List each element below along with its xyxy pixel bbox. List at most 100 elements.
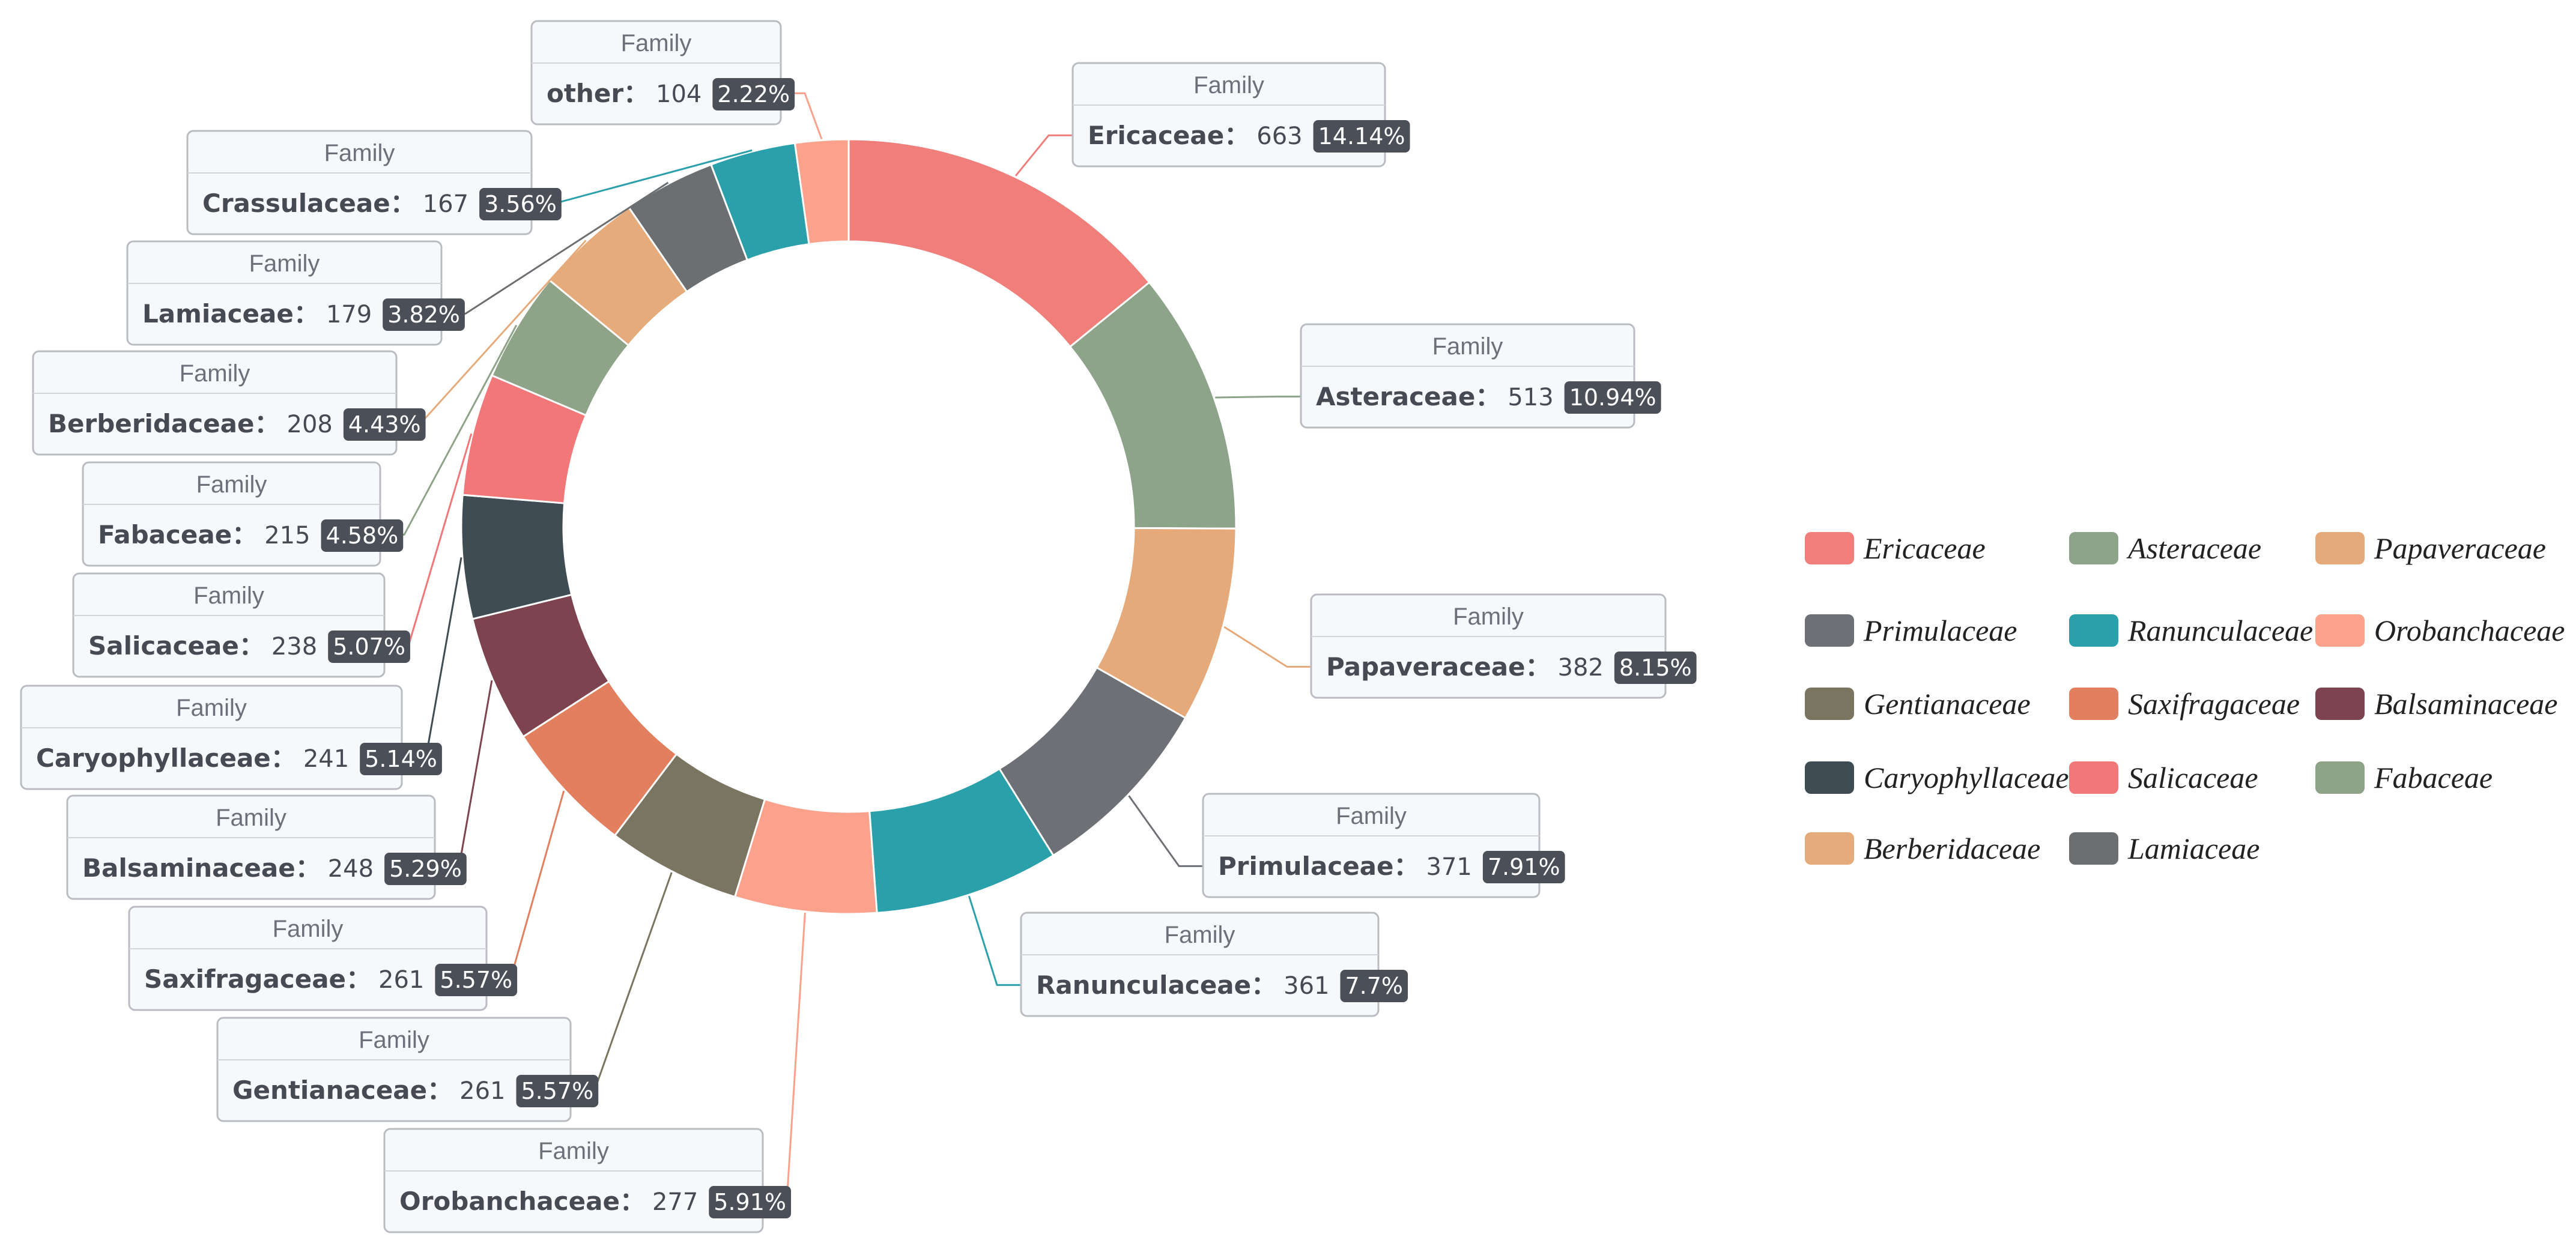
label-name: Berberidaceae： — [48, 409, 280, 438]
label-box — [186, 130, 533, 235]
legend-item-berberidaceae[interactable]: Berberidaceae — [1805, 832, 2040, 865]
slice-labels: Family Ericaceae： 663 14.14% Family Asteracea… — [20, 20, 1697, 1233]
label-box — [383, 1128, 764, 1233]
label-header: Family — [216, 805, 286, 831]
label-value: 371 — [1426, 853, 1472, 881]
label-name: Primulaceae： — [1218, 851, 1419, 881]
legend-item-saxifragaceae[interactable]: Saxifragaceae — [2069, 687, 2300, 721]
legend-item-ranunculaceae[interactable]: Ranunculaceae — [2069, 614, 2313, 647]
label-ranunculaceae: Family Ranunculaceae： 361 7.7% — [1020, 912, 1408, 1017]
label-header: Family — [621, 30, 692, 56]
legend-swatch — [1805, 614, 1854, 647]
label-crassulaceae: Family Crassulaceae： 167 3.56% — [186, 130, 562, 235]
percent-badge — [516, 1075, 599, 1107]
percent-badge — [328, 631, 410, 663]
legend-item-caryophyllaceae[interactable]: Caryophyllaceae — [1805, 761, 2069, 794]
legend-item-lamiaceae[interactable]: Lamiaceae — [2069, 832, 2259, 865]
label-orobanchaceae: Family Orobanchaceae： 277 5.91% — [383, 1128, 792, 1233]
legend-item-ericaceae[interactable]: Ericaceae — [1805, 531, 1986, 565]
legend-label: Gentianaceae — [1864, 687, 2031, 721]
label-percent: 10.94% — [1569, 384, 1656, 411]
legend-swatch — [2315, 761, 2365, 794]
legend-label: Caryophyllaceae — [1864, 761, 2069, 794]
label-box — [66, 794, 436, 900]
legend-swatch — [2069, 832, 2118, 865]
legend-item-orobanchaceae[interactable]: Orobanchaceae — [2315, 614, 2565, 647]
label-header: Family — [180, 360, 250, 387]
label-value: 277 — [652, 1188, 698, 1216]
label-percent: 2.22% — [717, 81, 790, 107]
legend-item-primulaceae[interactable]: Primulaceae — [1805, 614, 2017, 647]
label-header: Family — [324, 140, 395, 166]
label-name: Fabaceae： — [98, 520, 257, 549]
label-header: Family — [249, 250, 320, 277]
label-value: 382 — [1558, 654, 1604, 682]
legend-swatch — [1805, 532, 1854, 564]
label-box — [1020, 912, 1380, 1017]
leader-line-ericaceae — [1014, 134, 1073, 177]
label-percent: 7.91% — [1488, 854, 1560, 880]
legend: Ericaceae Asteraceae Papaveraceae Primulace… — [1805, 531, 2565, 865]
label-header: Family — [1336, 803, 1407, 829]
label-header: Family — [273, 916, 344, 942]
percent-badge — [343, 408, 426, 441]
percent-badge — [479, 188, 562, 220]
legend-item-asteraceae[interactable]: Asteraceae — [2069, 531, 2261, 565]
label-percent: 14.14% — [1318, 123, 1405, 150]
label-salicaceae: Family Salicaceae： 238 5.07% — [72, 572, 410, 678]
percent-badge — [1313, 120, 1410, 153]
label-name: other： — [547, 79, 649, 108]
label-header: Family — [1453, 603, 1524, 630]
label-percent: 3.82% — [387, 301, 460, 328]
label-value: 261 — [459, 1077, 505, 1105]
label-header: Family — [1432, 333, 1503, 360]
label-value: 663 — [1256, 122, 1302, 150]
label-header: Family — [359, 1027, 429, 1053]
legend-swatch — [2315, 532, 2365, 564]
label-name: Orobanchaceae： — [399, 1187, 645, 1216]
leader-line-balsaminaceae — [435, 680, 493, 869]
label-gentianaceae: Family Gentianaceae： 261 5.57% — [216, 1017, 599, 1122]
legend-swatch — [2315, 614, 2365, 647]
label-percent: 5.91% — [714, 1189, 786, 1215]
legend-label: Fabaceae — [2374, 761, 2493, 794]
label-value: 513 — [1508, 384, 1553, 411]
label-saxifragaceae: Family Saxifragaceae： 261 5.57% — [128, 906, 518, 1011]
label-value: 179 — [326, 301, 372, 328]
legend-item-papaveraceae[interactable]: Papaveraceae — [2315, 531, 2546, 565]
legend-item-balsaminaceae[interactable]: Balsaminaceae — [2315, 687, 2557, 721]
percent-badge — [384, 853, 467, 885]
label-fabaceae: Family Fabaceae： 215 4.58% — [82, 461, 404, 567]
label-header: Family — [538, 1138, 609, 1164]
label-percent: 8.15% — [1619, 655, 1692, 681]
leader-line-caryophyllaceae — [402, 557, 462, 759]
label-name: Saxifragaceae： — [144, 964, 371, 994]
legend-label: Orobanchaceae — [2374, 614, 2565, 647]
leader-line-papaveraceae — [1223, 626, 1311, 668]
legend-item-gentianaceae[interactable]: Gentianaceae — [1805, 687, 2031, 721]
legend-label: Asteraceae — [2126, 531, 2261, 565]
label-name: Balsaminaceae： — [82, 853, 321, 883]
label-box — [1300, 323, 1635, 429]
label-other: Family other： 104 2.22% — [530, 20, 795, 126]
legend-swatch — [2069, 532, 2118, 564]
label-name: Crassulaceae： — [202, 189, 416, 218]
leader-line-primulaceae — [1128, 795, 1203, 867]
label-value: 104 — [656, 80, 702, 108]
label-name: Papaveraceae： — [1326, 652, 1551, 682]
label-value: 361 — [1283, 972, 1329, 1000]
legend-item-salicaceae[interactable]: Salicaceae — [2069, 761, 2258, 794]
legend-label: Ranunculaceae — [2127, 614, 2313, 647]
label-percent: 5.29% — [389, 856, 462, 882]
legend-swatch — [2069, 761, 2118, 794]
legend-item-fabaceae[interactable]: Fabaceae — [2315, 761, 2493, 794]
label-name: Ranunculaceae： — [1036, 970, 1276, 1000]
percent-badge — [1564, 381, 1661, 414]
label-header: Family — [1193, 72, 1264, 98]
legend-swatch — [2069, 688, 2118, 720]
slice-ericaceae — [847, 138, 1151, 348]
label-percent: 4.58% — [326, 522, 399, 549]
legend-label: Saxifragaceae — [2128, 687, 2300, 721]
legend-label: Papaveraceae — [2374, 531, 2546, 565]
